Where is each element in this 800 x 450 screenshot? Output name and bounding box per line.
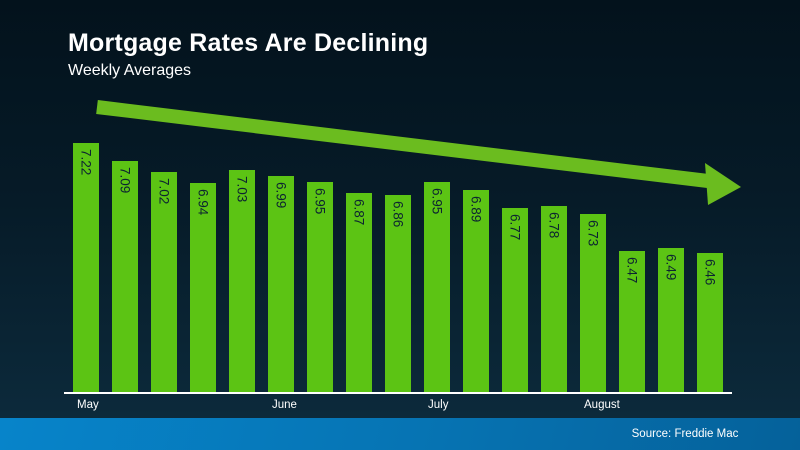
- bar: 6.73: [580, 214, 606, 392]
- bar: 6.46: [697, 253, 723, 392]
- bar: 6.87: [346, 193, 372, 392]
- bar: 6.77: [502, 208, 528, 392]
- bar-value-label: 7.02: [156, 178, 172, 205]
- bar-chart: 7.22 7.09 7.02 6.94 7.03 6.99 6.95 6.87 6.86 6.95…: [73, 0, 723, 392]
- bar-value-label: 7.03: [234, 176, 250, 203]
- bar: 7.22: [73, 143, 99, 392]
- bar: 7.03: [229, 170, 255, 392]
- page-subtitle: Weekly Averages: [68, 62, 192, 79]
- bar: 6.47: [619, 251, 645, 392]
- bar-value-label: 6.99: [273, 182, 289, 209]
- bar-value-label: 6.77: [507, 214, 523, 241]
- bar: 6.89: [463, 190, 489, 392]
- bar: 6.49: [658, 248, 684, 392]
- page-title: Mortgage Rates Are Declining: [68, 29, 429, 57]
- bar: 6.78: [541, 206, 567, 392]
- footer-bar: Source: Freddie Mac: [0, 418, 800, 450]
- bar: 6.86: [385, 195, 411, 392]
- bar-value-label: 6.87: [351, 199, 367, 226]
- x-axis-tick-label: August: [584, 399, 620, 411]
- bar-value-label: 6.46: [702, 259, 718, 286]
- bar: 6.99: [268, 176, 294, 392]
- bar: 6.94: [190, 183, 216, 392]
- bar-value-label: 6.95: [429, 188, 445, 215]
- bar-value-label: 6.47: [624, 257, 640, 284]
- bar-value-label: 6.73: [585, 220, 601, 247]
- x-axis-tick-label: June: [272, 399, 297, 411]
- bar: 7.02: [151, 172, 177, 392]
- source-text: Source: Freddie Mac: [631, 428, 739, 440]
- bar-value-label: 7.09: [117, 167, 133, 194]
- bar: 6.95: [424, 182, 450, 392]
- bar-value-label: 6.86: [390, 201, 406, 228]
- bar-value-label: 6.94: [195, 189, 211, 216]
- bar-value-label: 7.22: [78, 149, 94, 176]
- bar-value-label: 6.89: [468, 196, 484, 223]
- x-axis-tick-label: May: [77, 399, 99, 411]
- bar-value-label: 6.78: [546, 212, 562, 239]
- bar: 6.95: [307, 182, 333, 392]
- x-axis-tick-label: July: [428, 399, 449, 411]
- bar: 7.09: [112, 161, 138, 392]
- bar-value-label: 6.49: [663, 254, 679, 281]
- bar-value-label: 6.95: [312, 188, 328, 215]
- x-axis-line: [64, 392, 732, 394]
